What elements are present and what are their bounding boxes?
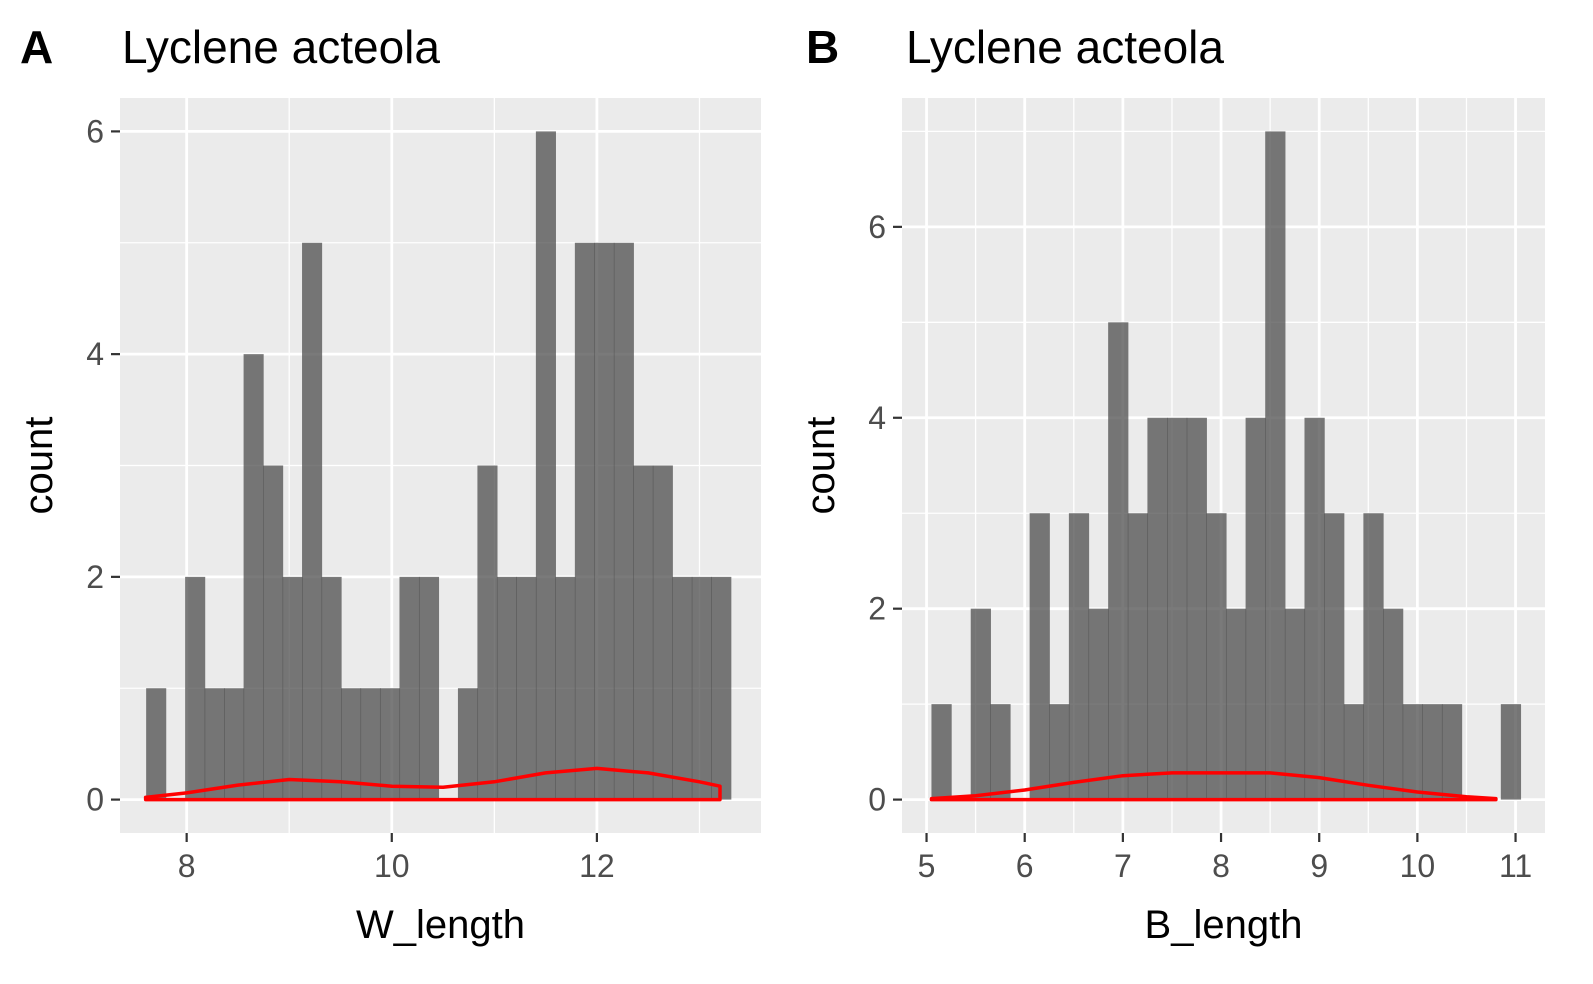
y-axis-title: count [17,417,61,515]
histogram-bar [1383,608,1404,800]
histogram-bar [1265,131,1286,800]
y-axis-title: count [799,417,843,515]
y-tick-label: 4 [868,400,886,436]
chart-title: Lyclene acteola [906,21,1224,73]
histogram-bar [204,688,225,800]
histogram-bars [146,131,732,800]
chart-title: Lyclene acteola [122,21,440,73]
histogram-bar [574,242,595,800]
histogram-bar [1441,704,1463,800]
axes: 8 10 12 0 2 4 6 [86,113,614,884]
histogram-bar [1284,608,1306,800]
panel-b: B Lyclene acteola 5 6 7 8 9 10 11 0 2 4 6 B_length… [799,21,1545,947]
histogram-bar [1127,513,1149,800]
histogram-bar [477,465,498,800]
histogram-bar [1068,513,1090,800]
panel-a: A Lyclene acteola 8 10 12 0 2 4 6 W_length cou… [17,21,761,947]
histogram-bar [1206,513,1227,800]
y-tick-label: 2 [868,591,886,627]
x-tick-label: 8 [1212,848,1230,884]
histogram-bar [691,576,712,800]
histogram-bar [457,688,479,800]
histogram-bar [1363,513,1384,800]
x-axis-title: W_length [356,903,525,947]
histogram-bar [516,576,537,800]
histogram-bar [1245,417,1266,800]
histogram-bar [613,242,634,800]
y-tick-label: 6 [86,113,104,149]
histogram-bar [1147,417,1168,800]
x-tick-label: 9 [1310,848,1328,884]
axes: 5 6 7 8 9 10 11 0 2 4 6 [868,209,1532,884]
histogram-bar [555,576,576,800]
y-tick-label: 6 [868,209,886,245]
panel-label: B [806,21,839,73]
histogram-bar [282,576,303,800]
histogram-bar [1088,608,1109,800]
histogram-bar [1422,704,1443,800]
y-tick-label: 2 [86,559,104,595]
histogram-bar [360,688,381,800]
histogram-bar [1225,608,1247,800]
histogram-bar [185,576,206,800]
histogram-bar [146,688,167,800]
histogram-bar [652,465,673,800]
x-tick-label: 10 [374,848,410,884]
histogram-bar [1343,704,1364,800]
histogram-bar [535,131,556,800]
histogram-bar [321,576,342,800]
histogram-bar [990,704,1011,800]
histogram-bar [418,576,440,800]
density-curve [143,766,722,802]
histogram-bar [341,688,362,800]
y-tick-label: 4 [86,336,104,372]
histogram-bar [1402,704,1423,800]
histogram-bar [1029,513,1050,800]
x-tick-label: 7 [1114,848,1132,884]
histogram-bar [1324,513,1345,800]
histogram-bar [1049,704,1070,800]
histogram-bar [594,242,615,800]
histogram-bar [496,576,517,800]
histogram-bar [1500,704,1522,800]
histogram-bar [970,608,991,800]
x-tick-label: 6 [1016,848,1034,884]
histogram-bar [243,354,264,800]
density-curve [929,771,1498,802]
histogram-bar [1186,417,1207,800]
y-tick-label: 0 [86,782,104,818]
histogram-bar [379,688,401,800]
panel-label: A [20,21,53,73]
x-tick-label: 10 [1400,848,1436,884]
histogram-bar [1167,417,1188,800]
histogram-bar [263,465,284,800]
histogram-bar [302,242,323,800]
y-tick-label: 0 [868,782,886,818]
histogram-bar [1108,322,1129,800]
histogram-bar [672,576,693,800]
histogram-bar [224,688,245,800]
x-tick-label: 8 [178,848,196,884]
histogram-bar [931,704,952,800]
histogram-bar [633,465,654,800]
x-tick-label: 5 [918,848,936,884]
x-axis-title: B_length [1145,903,1303,947]
histogram-bar [1304,417,1325,800]
histogram-bar [711,576,732,800]
histogram-bar [399,576,420,800]
histogram-bars [931,131,1522,800]
x-tick-label: 12 [579,848,615,884]
x-tick-label: 11 [1499,848,1532,884]
